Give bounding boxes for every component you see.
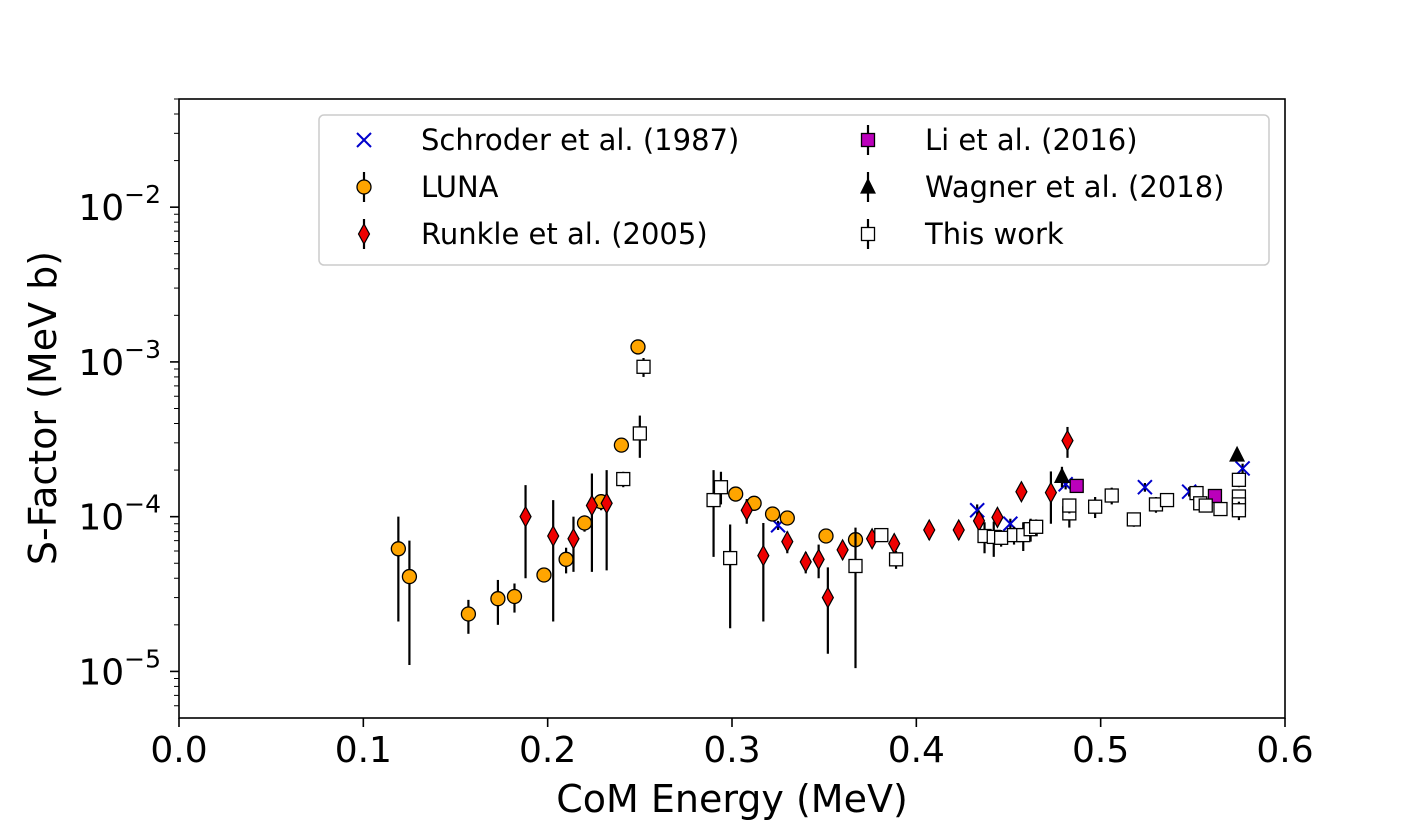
- data-point: [460, 606, 477, 622]
- data-point: [1231, 503, 1247, 518]
- y-tick-label: 10−4: [78, 490, 161, 539]
- data-point: [1087, 499, 1103, 514]
- legend-entry: Wagner et al. (2018): [860, 170, 1225, 204]
- data-point: [1062, 498, 1077, 513]
- data-point: [1213, 501, 1228, 517]
- data-point: [1229, 445, 1246, 462]
- data-point: [757, 544, 770, 567]
- legend-marker: [357, 222, 371, 246]
- data-point: [630, 339, 646, 355]
- x-axis-title: CoM Energy (MeV): [556, 777, 908, 821]
- y-tick-label: 10−2: [78, 180, 161, 229]
- data-point: [952, 518, 965, 542]
- data-point: [1231, 472, 1247, 487]
- data-point: [1126, 512, 1141, 527]
- data-point: [632, 426, 647, 441]
- data-point: [1159, 492, 1175, 508]
- legend: Schroder et al. (1987) LUNA Runkle et al. …: [318, 114, 1270, 266]
- data-point: [1069, 478, 1084, 494]
- data-point: [519, 505, 532, 528]
- data-point: [836, 538, 849, 562]
- legend-label: This work: [924, 217, 1064, 251]
- x-tick-label: 0.5: [1072, 730, 1129, 771]
- legend-label: Li et al. (2016): [925, 123, 1138, 157]
- data-point: [1053, 467, 1070, 484]
- legend-marker: [356, 179, 372, 195]
- data-point: [993, 530, 1009, 545]
- data-point: [779, 510, 795, 526]
- data-point: [1061, 429, 1074, 452]
- x-tick-label: 0.4: [888, 730, 945, 771]
- x-tick-label: 0.0: [150, 730, 207, 771]
- data-point: [713, 480, 729, 495]
- data-point: [567, 527, 580, 550]
- data-point: [536, 567, 552, 583]
- data-point: [547, 524, 560, 548]
- data-point: [888, 552, 904, 567]
- plot-frame: [178, 98, 1286, 719]
- data-point: [616, 471, 631, 487]
- legend-marker: [860, 226, 876, 242]
- data-point: [576, 515, 593, 531]
- data-point: [390, 541, 407, 557]
- data-point: [401, 568, 418, 585]
- legend-label: Schroder et al. (1987): [421, 123, 739, 157]
- legend-entry: Schroder et al. (1987): [356, 123, 739, 157]
- data-point: [558, 551, 574, 567]
- x-tick-label: 0.2: [519, 730, 576, 771]
- legend-marker: [356, 132, 372, 148]
- data-point: [874, 527, 889, 543]
- legend-label: LUNA: [421, 170, 499, 204]
- series-4: [1053, 445, 1246, 488]
- series-3: [1069, 478, 1223, 504]
- axis-ticks: [170, 98, 1286, 727]
- data-point: [848, 558, 863, 574]
- legend-label: Runkle et al. (2005): [421, 217, 708, 251]
- x-tick-label: 0.6: [1256, 730, 1313, 771]
- data-point: [1198, 498, 1213, 513]
- data-points: [390, 339, 1251, 669]
- x-tick-label: 0.3: [703, 730, 760, 771]
- data-point: [1137, 479, 1153, 495]
- data-point: [812, 548, 825, 571]
- legend-entry: This work: [860, 217, 1064, 251]
- data-point: [764, 506, 781, 522]
- data-point: [1044, 481, 1058, 504]
- series-1: [390, 339, 864, 666]
- y-tick-label: 10−3: [78, 335, 161, 384]
- legend-entry: Runkle et al. (2005): [357, 217, 708, 251]
- legend-box: [318, 114, 1270, 266]
- data-point: [799, 550, 812, 574]
- data-point: [1029, 519, 1044, 534]
- tick-labels: 0.0 0.1 0.2 0.3 0.4 0.5 0.6 10−5 10−4 10−3 10−2: [78, 180, 1313, 771]
- x-tick-label: 0.1: [335, 730, 392, 771]
- legend-marker: [860, 132, 876, 148]
- data-point: [923, 518, 936, 542]
- y-axis-title: S-Factor (MeV b): [21, 251, 65, 565]
- series-2: [519, 426, 1074, 654]
- data-point: [821, 586, 835, 609]
- data-point: [706, 492, 721, 508]
- data-point: [1015, 480, 1028, 503]
- data-point: [781, 530, 794, 553]
- data-point: [636, 359, 651, 374]
- data-point: [818, 528, 834, 544]
- legend-label: Wagner et al. (2018): [925, 170, 1225, 204]
- series-5: [616, 357, 1247, 669]
- data-point: [728, 486, 744, 502]
- data-point: [723, 550, 738, 566]
- data-point: [585, 494, 599, 517]
- data-point: [490, 591, 506, 607]
- data-point: [740, 499, 753, 522]
- data-point: [1104, 488, 1119, 503]
- legend-marker: [860, 177, 876, 194]
- data-point: [613, 437, 630, 453]
- y-tick-label: 10−5: [78, 644, 161, 693]
- legend-entry: Li et al. (2016): [860, 123, 1138, 157]
- data-point: [506, 588, 523, 605]
- data-point: [600, 492, 613, 515]
- legend-entry: LUNA: [356, 170, 499, 204]
